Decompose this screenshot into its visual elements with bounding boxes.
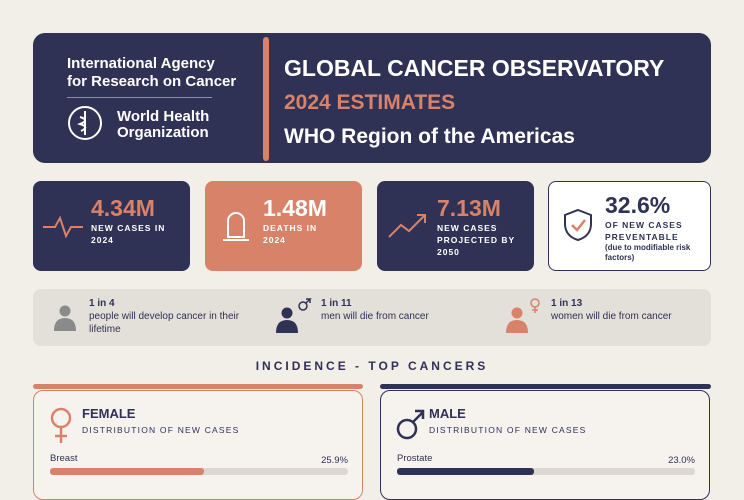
grave-icon <box>223 212 249 241</box>
org-line: for Research on Cancer <box>67 73 237 90</box>
page: International Agency for Research on Canc… <box>33 33 711 500</box>
stat-label: OF NEW CASES PREVENTABLE <box>605 220 683 242</box>
stat-value: 32.6% <box>605 192 671 218</box>
accent-bar <box>263 37 269 161</box>
stat-card: 7.13M NEW CASES PROJECTED BY 2050 <box>377 181 534 271</box>
panel-subtitle: DISTRIBUTION OF NEW CASES <box>82 425 240 435</box>
bar-label: Prostate <box>397 453 433 464</box>
org-line: International Agency <box>67 55 215 72</box>
stat-value: 4.34M <box>91 195 155 221</box>
bar-value-label: 25.9% <box>321 455 348 466</box>
risk-text: men will die from cancer <box>321 311 429 322</box>
sex-icon <box>396 409 425 440</box>
risk-band: 1 in 4 people will develop cancer in thei… <box>33 289 711 346</box>
who-name: World Health Organization <box>117 109 209 141</box>
panel-top-bar <box>380 384 711 389</box>
title: GLOBAL CANCER OBSERVATORY <box>284 55 665 81</box>
stat-value: 7.13M <box>437 195 501 221</box>
who-line: Organization <box>117 124 209 141</box>
trend-icon <box>388 214 426 238</box>
female-icon <box>506 298 540 333</box>
risk-ratio: 1 in 13 <box>551 298 583 309</box>
panel-subtitle: DISTRIBUTION OF NEW CASES <box>429 425 587 435</box>
risk-item: 1 in 11 men will die from cancer <box>321 297 471 323</box>
region: WHO Region of the Americas <box>284 125 575 148</box>
panel-title: FEMALE <box>82 406 136 421</box>
bar-value-label: 23.0% <box>668 455 695 466</box>
shield-icon <box>564 208 592 242</box>
stat-note: (due to modifiable risk factors) <box>605 243 691 262</box>
panel-top-bar <box>33 384 363 389</box>
risk-text: women will die from cancer <box>551 311 672 322</box>
risk-text: people will develop cancer in their life… <box>89 311 240 335</box>
panel: MALE DISTRIBUTION OF NEW CASES Prostate 23.… <box>380 390 710 500</box>
divider <box>67 97 212 98</box>
pulse-icon <box>43 215 83 239</box>
stat-card: 1.48M DEATHS IN 2024 <box>205 181 362 271</box>
risk-item: 1 in 13 women will die from cancer <box>551 297 701 323</box>
panel: FEMALE DISTRIBUTION OF NEW CASES Breast 25.… <box>33 390 363 500</box>
stat-label: DEATHS IN 2024 <box>263 223 318 245</box>
stat-card: 32.6% OF NEW CASES PREVENTABLE (due to m… <box>548 181 711 271</box>
stat-label: NEW CASES IN 2024 <box>91 223 166 245</box>
person-icon <box>54 305 76 331</box>
bar-track <box>397 468 695 475</box>
stat-label: NEW CASES PROJECTED BY 2050 <box>437 223 515 257</box>
risk-ratio: 1 in 4 <box>89 298 115 309</box>
panel-title: MALE <box>429 406 466 421</box>
org-name: International Agency for Research on Canc… <box>67 55 236 91</box>
male-icon <box>276 298 312 333</box>
risk-ratio: 1 in 11 <box>321 298 352 309</box>
bar <box>397 468 535 475</box>
risk-item: 1 in 4 people will develop cancer in thei… <box>89 297 259 336</box>
subtitle: 2024 ESTIMATES <box>284 91 456 114</box>
who-line: World Health <box>117 108 210 125</box>
bar <box>50 468 205 475</box>
section-title: INCIDENCE - TOP CANCERS <box>255 359 489 373</box>
bar-label: Breast <box>50 453 78 464</box>
header: International Agency for Research on Canc… <box>33 33 711 163</box>
who-logo <box>68 106 102 140</box>
stat-card: 4.34M NEW CASES IN 2024 <box>33 181 190 271</box>
stat-value: 1.48M <box>263 195 327 221</box>
sex-icon <box>50 407 72 443</box>
